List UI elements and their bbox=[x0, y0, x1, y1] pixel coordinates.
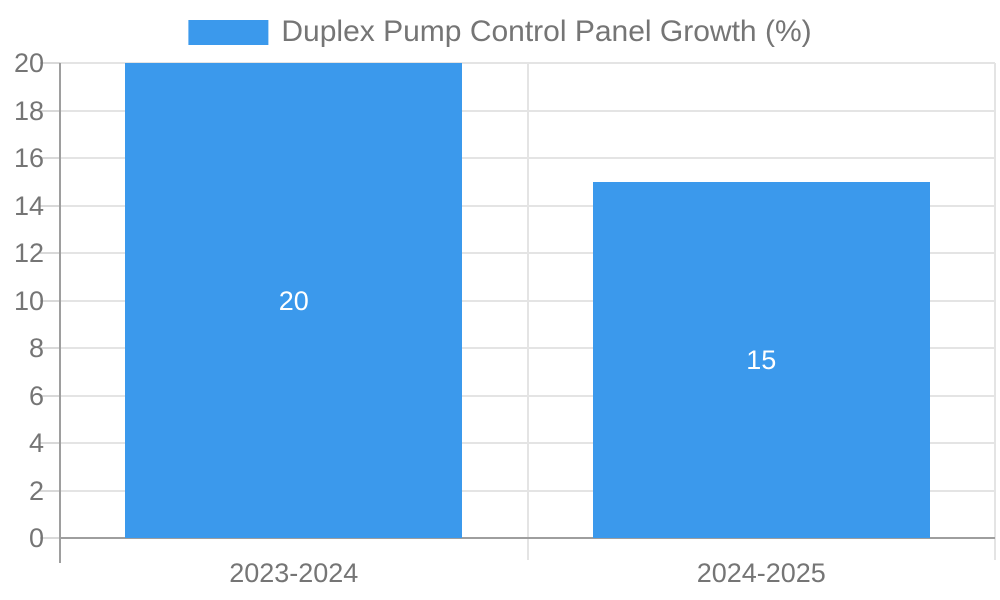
chart-legend[interactable]: Duplex Pump Control Panel Growth (%) bbox=[188, 15, 812, 48]
y-axis-tick bbox=[40, 204, 60, 207]
bar-value-label: 15 bbox=[746, 344, 777, 375]
y-axis-tick-label: 14 bbox=[13, 190, 44, 221]
y-axis-tick bbox=[40, 299, 60, 302]
y-axis-tick bbox=[40, 489, 60, 492]
y-axis-tick-label: 6 bbox=[28, 380, 44, 411]
gridline-x bbox=[994, 63, 996, 560]
y-axis-tick bbox=[40, 537, 60, 539]
y-axis-tick bbox=[40, 109, 60, 112]
y-axis-tick-label: 10 bbox=[13, 285, 44, 316]
y-axis-tick-label: 4 bbox=[28, 428, 44, 458]
y-axis-tick bbox=[40, 252, 60, 254]
y-axis-tick-label: 2 bbox=[28, 475, 44, 506]
y-axis-line bbox=[59, 63, 61, 563]
x-axis-line bbox=[60, 537, 995, 539]
y-axis-tick bbox=[40, 394, 60, 397]
y-axis-tick-label: 0 bbox=[28, 523, 44, 553]
y-axis-tick-label: 12 bbox=[13, 238, 44, 268]
x-axis-label: 2024-2025 bbox=[696, 558, 826, 588]
x-axis-label: 2023-2024 bbox=[229, 558, 359, 588]
y-axis-tick bbox=[40, 347, 60, 349]
y-axis-tick-label: 18 bbox=[13, 95, 44, 126]
y-axis-tick-label: 20 bbox=[13, 48, 44, 78]
gridline-x bbox=[526, 63, 529, 560]
y-axis-tick bbox=[40, 62, 60, 64]
y-axis-tick bbox=[40, 157, 60, 159]
y-axis-tick-label: 8 bbox=[28, 333, 44, 363]
y-axis-tick-label: 16 bbox=[13, 143, 44, 173]
legend-label: Duplex Pump Control Panel Growth (%) bbox=[281, 15, 812, 48]
bar-value-label: 20 bbox=[278, 285, 309, 316]
legend-swatch bbox=[188, 19, 269, 45]
y-axis-tick bbox=[40, 442, 60, 444]
bar[interactable] bbox=[592, 181, 930, 538]
bar[interactable] bbox=[125, 63, 463, 538]
